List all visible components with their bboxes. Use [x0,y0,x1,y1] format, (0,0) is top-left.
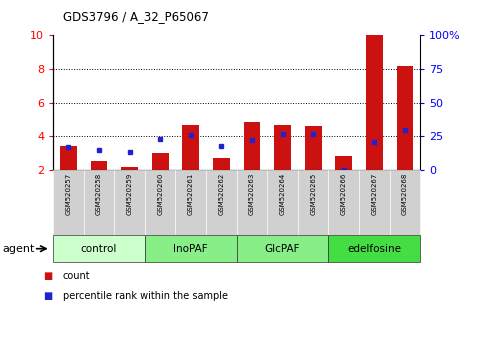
Text: control: control [81,244,117,254]
Bar [152,153,169,170]
Text: GSM520264: GSM520264 [280,172,285,215]
Bar [183,125,199,170]
Bar [213,158,230,170]
Text: GSM520262: GSM520262 [218,172,225,215]
Text: edelfosine: edelfosine [347,244,401,254]
Text: GSM520267: GSM520267 [371,172,377,215]
Bar [366,35,383,170]
Text: GSM520258: GSM520258 [96,172,102,215]
Text: GlcPAF: GlcPAF [265,244,300,254]
Text: count: count [63,271,90,281]
Text: InoPAF: InoPAF [173,244,208,254]
Text: GSM520266: GSM520266 [341,172,347,215]
Text: GDS3796 / A_32_P65067: GDS3796 / A_32_P65067 [63,10,209,23]
Text: GSM520268: GSM520268 [402,172,408,215]
Bar [397,65,413,170]
Bar [335,156,352,170]
Text: GSM520263: GSM520263 [249,172,255,215]
Text: GSM520259: GSM520259 [127,172,133,215]
Text: agent: agent [2,244,35,254]
Text: percentile rank within the sample: percentile rank within the sample [63,291,228,301]
Bar [274,125,291,170]
Text: ■: ■ [43,271,53,281]
Text: GSM520265: GSM520265 [310,172,316,215]
Bar [121,167,138,170]
Bar [305,126,322,170]
Bar [91,161,107,170]
Bar [60,145,77,170]
Text: GSM520261: GSM520261 [188,172,194,215]
Text: ■: ■ [43,291,53,301]
Text: GSM520260: GSM520260 [157,172,163,215]
Text: GSM520257: GSM520257 [65,172,71,215]
Bar [243,122,260,170]
